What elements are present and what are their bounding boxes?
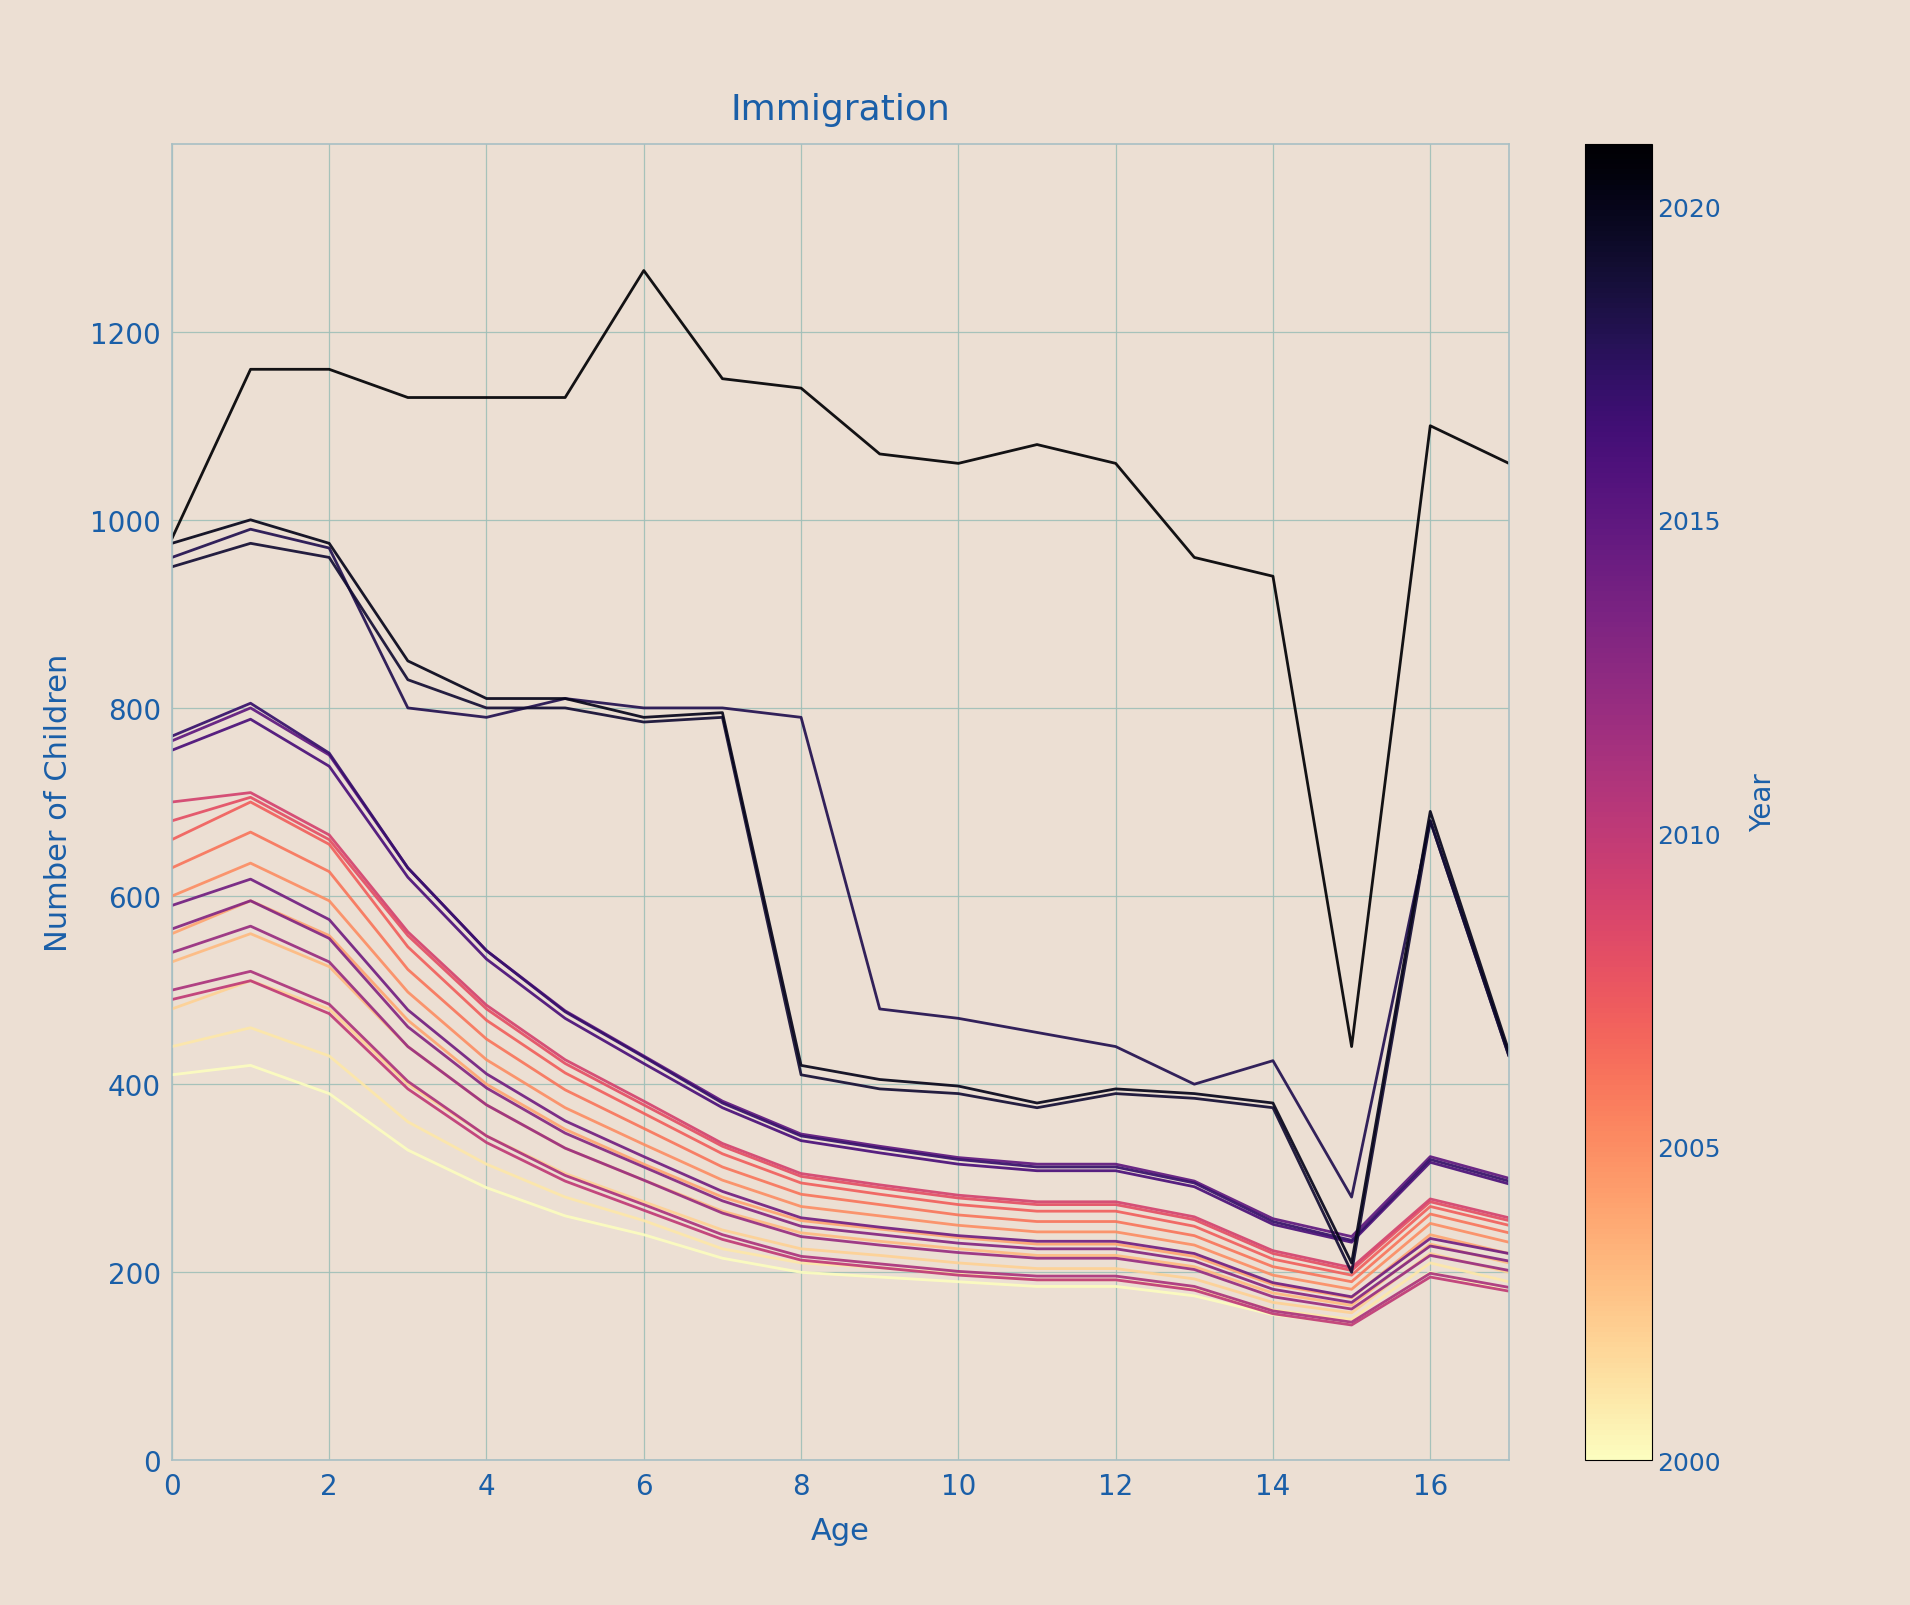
Title: Immigration: Immigration: [730, 93, 951, 127]
Y-axis label: Year: Year: [1748, 774, 1776, 831]
Y-axis label: Number of Children: Number of Children: [44, 653, 73, 952]
X-axis label: Age: Age: [812, 1517, 869, 1546]
